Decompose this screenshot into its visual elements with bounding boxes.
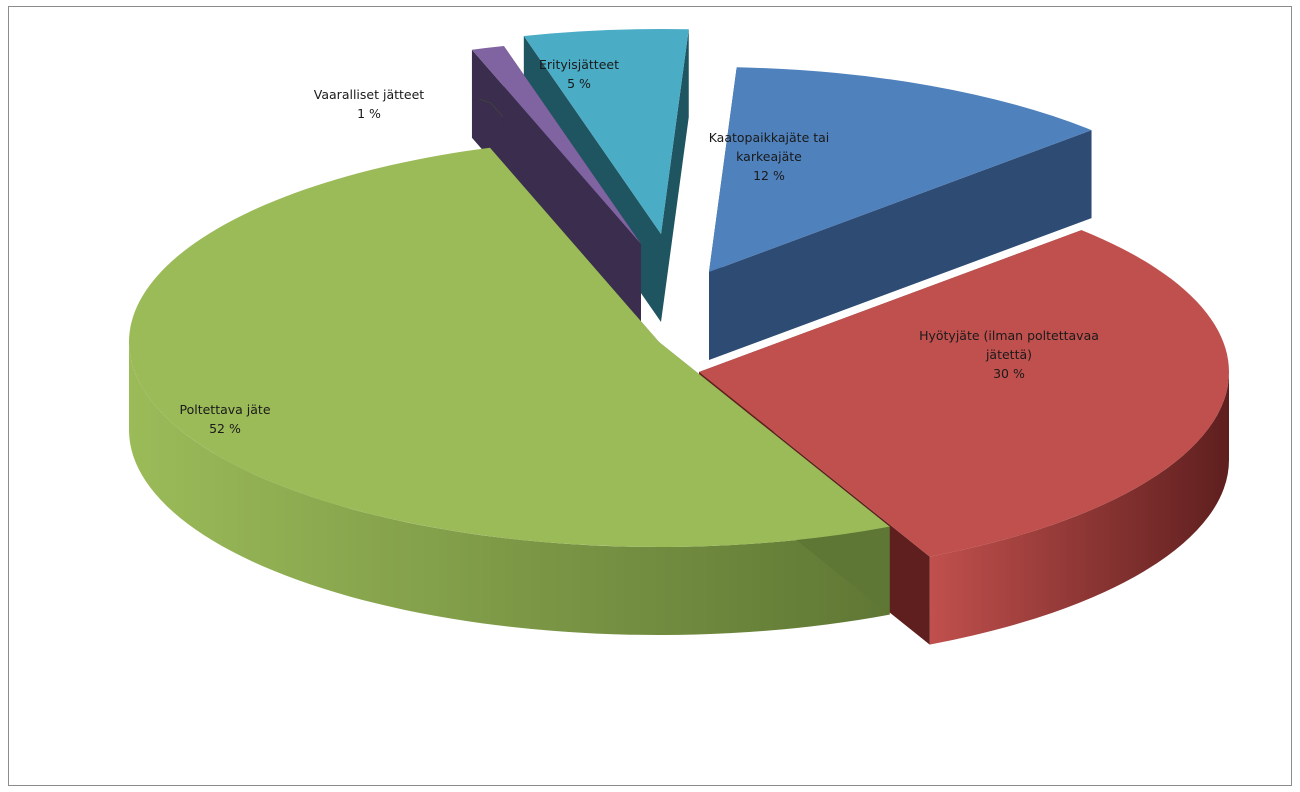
data-label: Vaaralliset jätteet 1 % [314,87,425,121]
pie-slice-top [709,67,1092,272]
data-label: Poltettava jäte 52 % [179,402,270,436]
data-label: Erityisjätteet 5 % [539,57,619,91]
chart-frame: Kaatopaikkajäte tai karkeajäte 12 % Hyötyjä… [8,6,1292,786]
pie-slice-wall [129,342,890,636]
pie-slice-top [471,45,641,245]
pie-slice-top [129,147,890,547]
label-leader-line [478,98,504,118]
pie-slice-face [709,130,1092,360]
pie-slice [471,45,641,333]
pie-slice [129,147,890,636]
pie-slice-top [699,230,1230,557]
pie-slice-wall [929,372,1229,645]
pie-slice-face [661,29,689,322]
data-label: Kaatopaikkajäte tai karkeajäte 12 % [709,130,830,183]
pie-chart: Kaatopaikkajäte tai karkeajäte 12 % Hyötyjä… [129,29,1230,645]
pie-slice [709,67,1092,360]
pie-slice-top [523,29,689,235]
data-label: Hyötyjäte (ilman poltettavaa jätettä) 30 % [919,328,1099,381]
